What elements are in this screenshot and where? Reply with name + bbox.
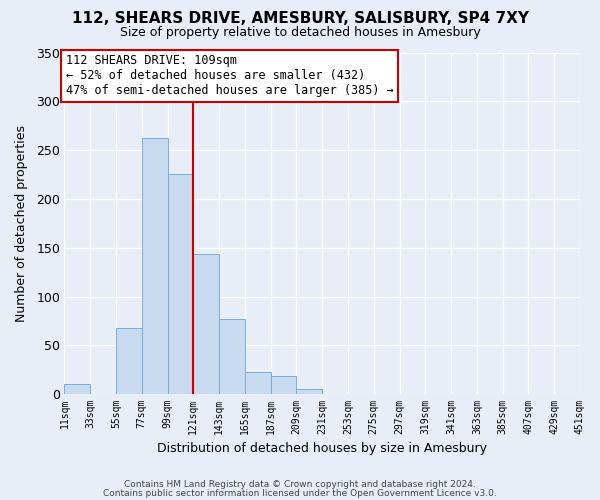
Bar — [167, 174, 193, 394]
Bar — [142, 138, 167, 394]
Text: Contains HM Land Registry data © Crown copyright and database right 2024.: Contains HM Land Registry data © Crown c… — [124, 480, 476, 489]
X-axis label: Distribution of detached houses by size in Amesbury: Distribution of detached houses by size … — [157, 442, 487, 455]
Bar — [64, 384, 90, 394]
Bar — [116, 328, 142, 394]
Bar — [296, 390, 322, 394]
Text: 112, SHEARS DRIVE, AMESBURY, SALISBURY, SP4 7XY: 112, SHEARS DRIVE, AMESBURY, SALISBURY, … — [71, 11, 529, 26]
Text: Contains public sector information licensed under the Open Government Licence v3: Contains public sector information licen… — [103, 489, 497, 498]
Bar — [271, 376, 296, 394]
Bar — [219, 319, 245, 394]
Bar — [193, 254, 219, 394]
Y-axis label: Number of detached properties: Number of detached properties — [15, 125, 28, 322]
Text: Size of property relative to detached houses in Amesbury: Size of property relative to detached ho… — [119, 26, 481, 39]
Bar — [245, 372, 271, 394]
Text: 112 SHEARS DRIVE: 109sqm
← 52% of detached houses are smaller (432)
47% of semi-: 112 SHEARS DRIVE: 109sqm ← 52% of detach… — [65, 54, 393, 98]
